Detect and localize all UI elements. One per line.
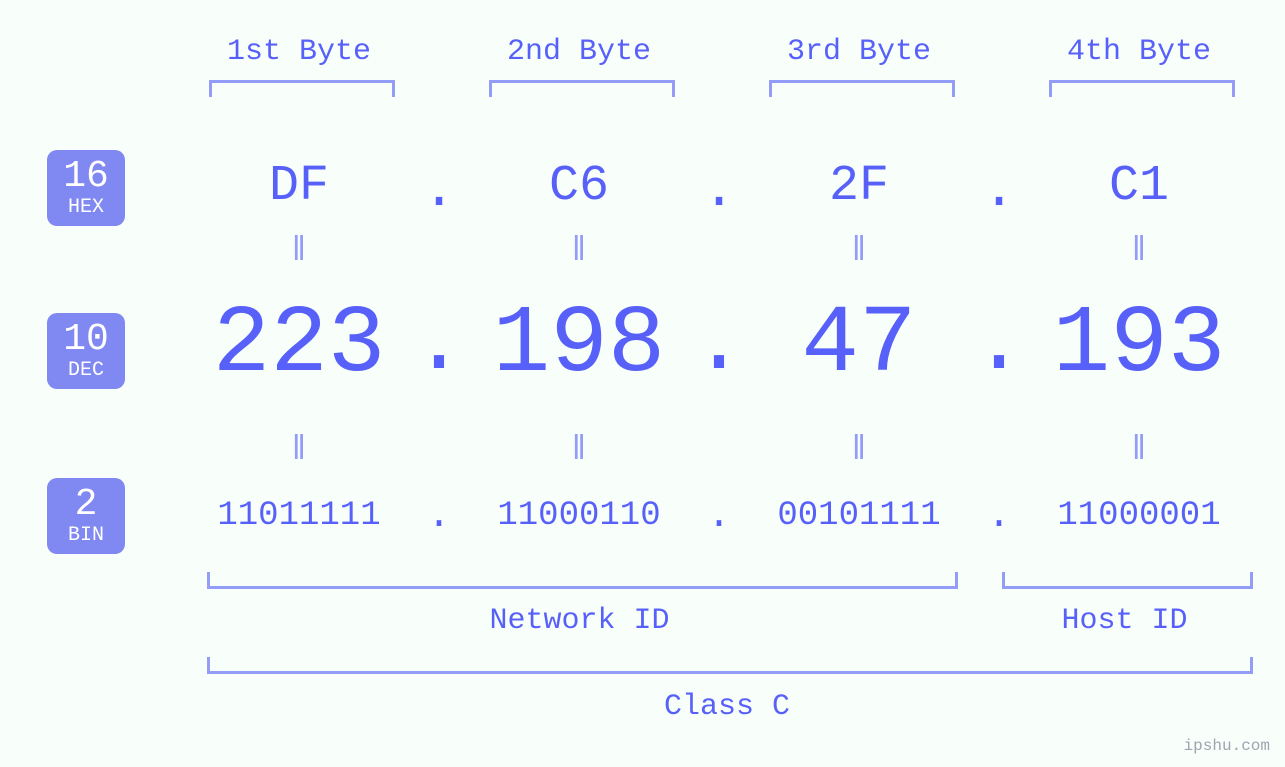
bracket-byte-3: [769, 80, 955, 97]
hex-dot-2: .: [699, 158, 739, 222]
eq-1b: ǁ: [469, 233, 689, 271]
bin-dot-3: .: [979, 494, 1019, 539]
bin-dot-1: .: [419, 494, 459, 539]
hex-4: C1: [1029, 158, 1249, 215]
hex-1: DF: [189, 158, 409, 215]
badge-bin-num: 2: [47, 486, 125, 524]
badge-bin: 2 BIN: [47, 478, 125, 554]
dec-2: 198: [459, 290, 699, 399]
byte-header-3: 3rd Byte: [769, 35, 949, 69]
dec-4: 193: [1019, 290, 1259, 399]
dec-1: 223: [179, 290, 419, 399]
bin-1: 11011111: [189, 497, 409, 535]
byte-header-1: 1st Byte: [209, 35, 389, 69]
eq-1a: ǁ: [189, 233, 409, 271]
bracket-byte-4: [1049, 80, 1235, 97]
bin-3: 00101111: [749, 497, 969, 535]
badge-hex-txt: HEX: [47, 198, 125, 218]
badge-bin-txt: BIN: [47, 526, 125, 546]
hex-dot-1: .: [419, 158, 459, 222]
eq-2c: ǁ: [749, 432, 969, 470]
bracket-byte-2: [489, 80, 675, 97]
eq-2b: ǁ: [469, 432, 689, 470]
badge-dec-num: 10: [47, 321, 125, 359]
caption-class: Class C: [207, 690, 1247, 724]
bin-dot-2: .: [699, 494, 739, 539]
hex-3: 2F: [749, 158, 969, 215]
dec-3: 47: [739, 290, 979, 399]
bin-2: 11000110: [469, 497, 689, 535]
byte-header-4: 4th Byte: [1049, 35, 1229, 69]
attribution: ipshu.com: [1184, 737, 1270, 755]
badge-dec: 10 DEC: [47, 313, 125, 389]
bracket-network: [207, 572, 958, 589]
hex-2: C6: [469, 158, 689, 215]
bin-4: 11000001: [1029, 497, 1249, 535]
badge-dec-txt: DEC: [47, 361, 125, 381]
badge-hex-num: 16: [47, 158, 125, 196]
eq-2d: ǁ: [1029, 432, 1249, 470]
eq-1c: ǁ: [749, 233, 969, 271]
badge-hex: 16 HEX: [47, 150, 125, 226]
hex-dot-3: .: [979, 158, 1019, 222]
bracket-class: [207, 657, 1253, 674]
bracket-host: [1002, 572, 1253, 589]
caption-host: Host ID: [1002, 604, 1247, 638]
bracket-byte-1: [209, 80, 395, 97]
eq-1d: ǁ: [1029, 233, 1249, 271]
eq-2a: ǁ: [189, 432, 409, 470]
byte-header-2: 2nd Byte: [489, 35, 669, 69]
caption-network: Network ID: [207, 604, 952, 638]
